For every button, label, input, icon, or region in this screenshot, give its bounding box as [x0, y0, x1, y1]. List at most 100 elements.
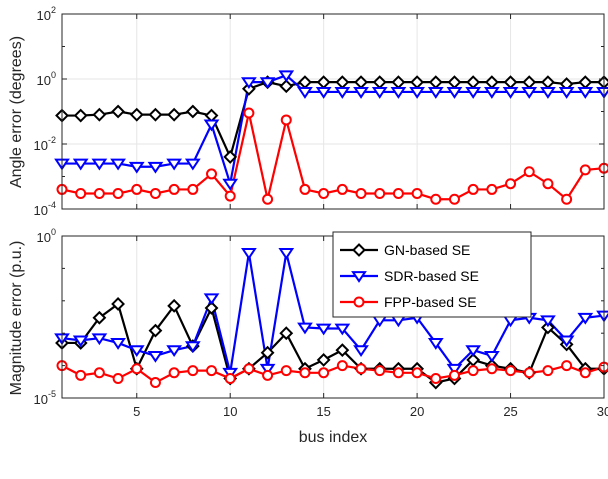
angle-data-point — [371, 87, 388, 99]
magnitude-data-point — [465, 345, 482, 358]
magnitude-data-point — [93, 367, 105, 379]
magnitude-data-point — [184, 341, 201, 353]
angle-data-point — [243, 107, 255, 119]
magnitude-data-point — [280, 365, 292, 377]
angle-data-point — [262, 193, 274, 205]
magnitude-data-point — [224, 372, 236, 384]
y-tick-label: 100 — [37, 70, 56, 88]
angle-data-point — [223, 150, 238, 164]
magnitude-data-point — [91, 333, 108, 346]
x-tick-label: 15 — [316, 404, 330, 419]
magnitude-data-point — [149, 377, 161, 389]
y-tick-label: 102 — [37, 5, 56, 23]
angle-data-point — [278, 70, 295, 83]
magnitude-data-point — [168, 367, 180, 379]
magnitude-data-point — [483, 350, 500, 363]
magnitude-data-point — [75, 369, 87, 381]
magnitude-data-point — [505, 365, 517, 377]
angle-data-point — [279, 79, 294, 94]
angle-data-point — [203, 119, 220, 132]
angle-data-point — [409, 87, 425, 99]
magnitude-data-point — [430, 372, 442, 384]
magnitude-ytick-labels: 100 10-5 — [34, 227, 56, 407]
angle-data-point — [73, 108, 88, 123]
angle-data-point — [91, 158, 108, 171]
angle-data-point — [336, 183, 348, 195]
magnitude-data-point — [111, 297, 125, 311]
angle-data-point — [523, 166, 535, 178]
angle-data-point — [147, 161, 164, 174]
angle-data-point — [241, 77, 257, 90]
angle-data-point — [184, 158, 201, 171]
magnitude-data-point — [206, 365, 218, 377]
magnitude-data-point — [318, 367, 330, 379]
x-tick-label: 25 — [503, 404, 517, 419]
angle-data-point — [148, 107, 163, 122]
angle-ylabel: Angle error (degrees) — [8, 36, 25, 188]
magnitude-error-panel: 100 10-5 5 10 15 20 25 30 Magnitude error (p.u… — [8, 227, 608, 446]
angle-data-point — [315, 87, 332, 99]
y-tick-label: 100 — [37, 227, 56, 245]
angle-data-point — [299, 183, 311, 195]
magnitude-data-point — [259, 363, 276, 376]
magnitude-data-point — [561, 360, 573, 372]
angle-data-point — [540, 87, 556, 99]
magnitude-series-layer — [54, 248, 608, 390]
magnitude-data-point — [316, 352, 331, 367]
magnitude-data-point — [353, 345, 369, 358]
y-tick-label: 10-2 — [34, 135, 56, 153]
angle-data-point — [128, 161, 145, 174]
magnitude-data-point — [427, 338, 444, 350]
magnitude-data-point — [203, 293, 220, 306]
angle-data-point — [72, 158, 89, 171]
angle-data-point — [561, 193, 573, 205]
angle-data-point — [131, 183, 143, 195]
legend-label: GN-based SE — [384, 242, 470, 258]
angle-data-point — [483, 87, 500, 99]
magnitude-data-point — [147, 350, 164, 363]
magnitude-ticks — [62, 235, 605, 399]
magnitude-data-point — [335, 343, 350, 358]
magnitude-data-point — [411, 367, 423, 379]
magnitude-data-point — [148, 323, 163, 338]
angle-data-point — [446, 87, 463, 99]
angle-data-point — [374, 187, 386, 199]
magnitude-data-point — [262, 369, 274, 381]
magnitude-data-point — [523, 367, 535, 379]
angle-data-point — [558, 87, 575, 99]
angle-data-point — [353, 87, 369, 99]
legend-marker — [351, 271, 367, 283]
angle-data-point — [297, 87, 313, 99]
magnitude-data-point — [299, 367, 311, 379]
magnitude-data-point — [336, 360, 348, 372]
angle-data-point — [430, 193, 442, 205]
magnitude-data-point — [558, 335, 575, 348]
magnitude-data-point — [128, 345, 145, 358]
magnitude-data-point — [297, 322, 313, 335]
magnitude-data-point — [446, 363, 463, 376]
magnitude-data-point — [448, 369, 460, 381]
x-tick-label: 20 — [410, 404, 424, 419]
angle-data-point — [259, 77, 276, 90]
angle-data-point — [390, 87, 407, 99]
angle-data-point — [280, 114, 292, 126]
angle-data-point — [502, 87, 519, 99]
magnitude-data-point — [204, 301, 219, 315]
x-tick-label: 30 — [597, 404, 608, 419]
legend-marker — [353, 296, 365, 308]
angle-ticks — [62, 13, 605, 210]
legend-label: FPP-based SE — [384, 294, 477, 310]
angle-data-point — [505, 178, 517, 190]
angle-plot-area — [62, 14, 604, 209]
angle-data-point — [149, 187, 161, 199]
magnitude-data-point — [112, 372, 124, 384]
angle-data-point — [486, 183, 498, 195]
magnitude-data-point — [355, 363, 367, 375]
magnitude-data-point — [315, 323, 332, 336]
magnitude-data-point — [278, 248, 295, 260]
angle-ytick-labels: 102 100 10-2 10-4 — [34, 5, 56, 218]
y-tick-label: 10-5 — [34, 389, 56, 407]
y-tick-label: 10-4 — [34, 200, 56, 218]
magnitude-data-point — [577, 312, 594, 325]
magnitude-data-point — [540, 315, 556, 328]
